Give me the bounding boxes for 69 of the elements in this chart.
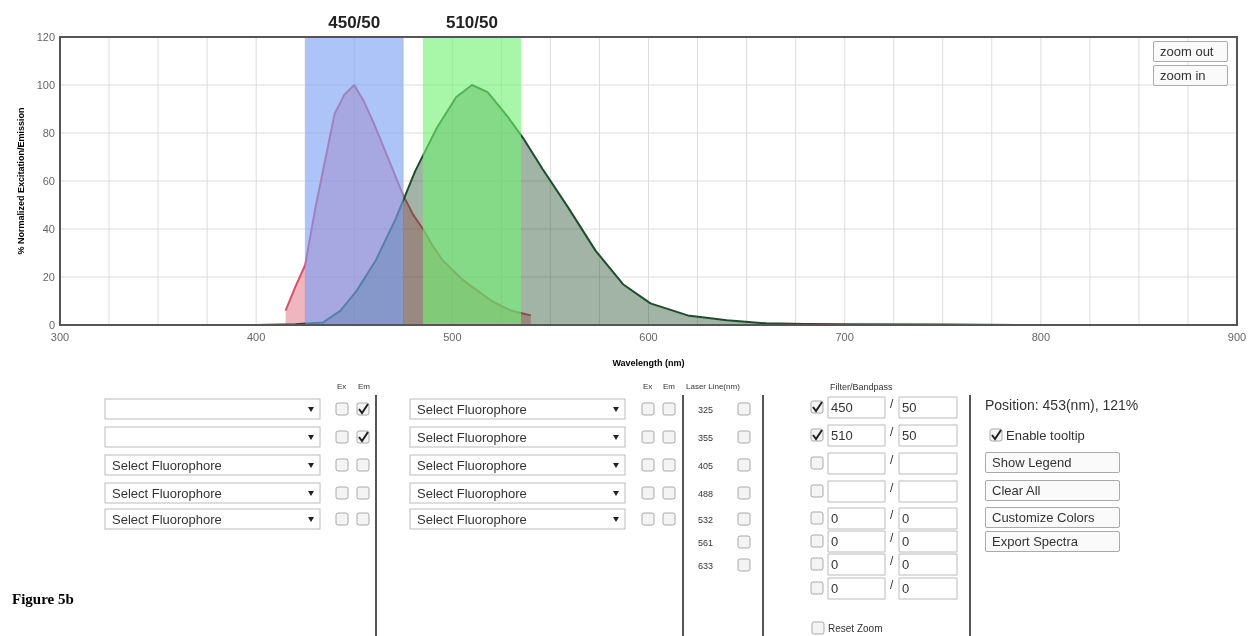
x-tick-label: 400 [246,331,266,343]
text: 0 [831,581,839,596]
text: Ex [337,382,347,391]
text: 633 [698,561,714,571]
text: 50 [902,428,917,443]
y-tick-label: 120 [36,31,55,43]
text: 510 [831,428,853,443]
text: Select Fluorophore [417,458,527,473]
text: 0 [902,557,910,572]
text: / [890,425,894,439]
text: 0 [831,511,839,526]
y-tick-label: 20 [42,271,55,283]
band-label: 510/50 [445,13,498,32]
button: Customize Colors [985,507,1120,528]
text: Ex [643,382,653,391]
text: 0 [902,534,910,549]
text: 0 [902,581,910,596]
text: / [890,578,894,592]
text: Select Fluorophore [417,512,527,527]
y-tick-label: 40 [42,223,55,235]
text: / [890,554,894,568]
text: 450 [831,400,853,415]
text: Select Fluorophore [417,402,527,417]
text: 355 [698,433,714,443]
caption: Figure 5b [12,591,74,607]
x-tick-label: 900 [1227,331,1247,343]
x-tick-label: 500 [443,331,462,343]
text: / [890,453,894,467]
text: / [890,508,894,522]
text: Filter/Bandpass [830,382,894,392]
button: Show Legend [985,452,1120,473]
text: Select Fluorophore [112,458,222,473]
text: 50 [902,400,917,415]
text: 0 [831,557,839,572]
text: 0 [902,511,910,526]
text: Reset Zoom [828,623,883,634]
band-label: 450/50 [328,13,381,32]
y-tick-label: 60 [42,175,55,187]
text: 561 [698,538,714,548]
text: / [890,397,894,411]
x-tick-label: 800 [1031,331,1051,343]
text: Em [358,382,371,391]
text: 532 [698,515,714,525]
button: zoom out [1153,41,1228,62]
text: Enable tooltip [1006,428,1085,443]
x-tick-label: 300 [50,331,70,343]
text: 0 [831,534,839,549]
text: / [890,481,894,495]
button: zoom in [1153,65,1228,86]
text: Select Fluorophore [417,430,527,445]
text: Laser Line(nm) [686,382,741,391]
text: 405 [698,461,714,471]
x-tick-label: 700 [835,331,854,343]
text: 325 [698,405,714,415]
y-axis-title: % Normalized Excitation/Emission [16,107,26,255]
text: 488 [698,489,714,499]
text: / [890,531,894,545]
text: Position: 453(nm), 121% [985,397,1139,413]
text: Em [663,382,676,391]
text: Select Fluorophore [112,512,222,527]
text: Select Fluorophore [417,486,527,501]
button: Export Spectra [985,531,1120,552]
text: Select Fluorophore [112,486,222,501]
y-tick-label: 100 [36,79,55,91]
y-tick-label: 80 [42,127,55,139]
button: Clear All [985,480,1120,501]
x-tick-label: 600 [639,331,658,343]
x-axis-title: Wavelength (nm) [612,358,685,368]
y-tick-label: 0 [48,319,55,331]
